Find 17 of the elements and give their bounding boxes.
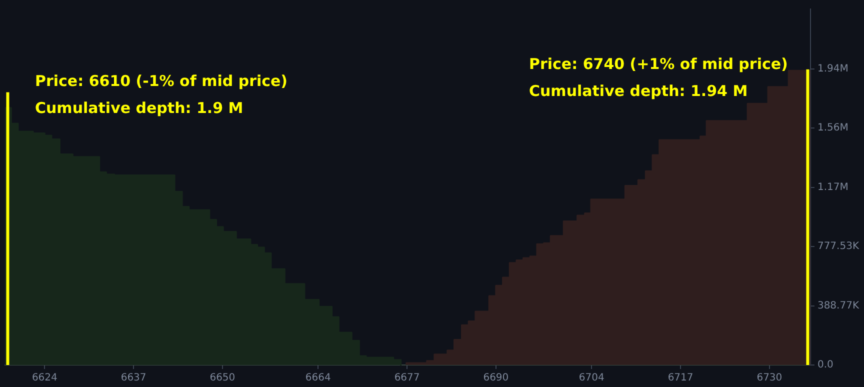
x-tick-label: 6730	[756, 372, 782, 384]
x-tick-label: 6704	[578, 372, 604, 384]
x-tick-label: 6717	[668, 372, 694, 384]
y-tick-label: 0.0	[817, 360, 834, 371]
y-tick-label: 388.77K	[817, 300, 860, 312]
y-tick-label: 1.94M	[817, 63, 848, 74]
x-tick-label: 6650	[210, 372, 236, 384]
x-tick-label: 6690	[483, 372, 509, 384]
x-tick-label: 6624	[32, 372, 58, 384]
x-tick-label: 6637	[120, 372, 146, 384]
y-tick-label: 1.17M	[817, 182, 848, 193]
y-tick-label: 777.53K	[817, 241, 860, 252]
x-tick-label: 6664	[305, 372, 331, 384]
y-tick-label: 1.56M	[817, 122, 848, 134]
annotation: Price: 6610 (-1% of mid price) Cumulative depth: 1.9 M	[35, 72, 288, 117]
x-tick-label: 6677	[394, 372, 420, 384]
annotation: Price: 6740 (+1% of mid price) Cumulative depth: 1.94 M	[529, 54, 788, 100]
